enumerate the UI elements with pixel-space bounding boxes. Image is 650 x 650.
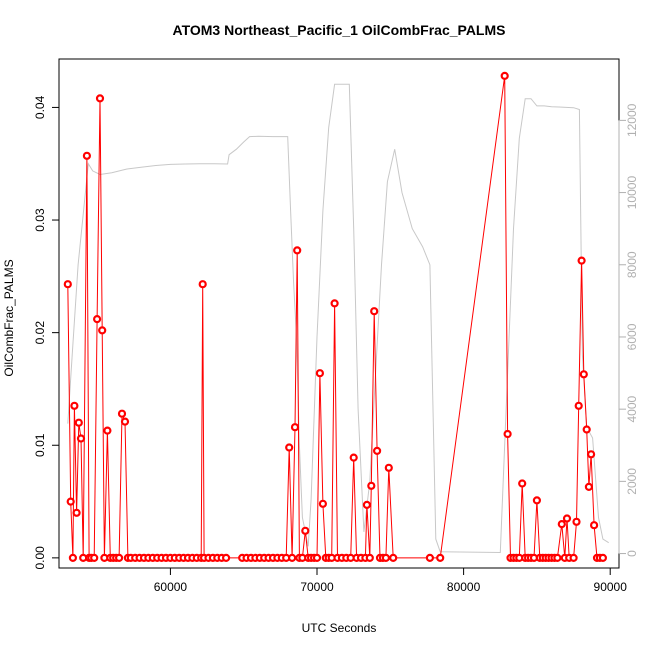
- data-point: [66, 497, 75, 506]
- secondary-series: [67, 83, 609, 554]
- data-point: [72, 508, 81, 517]
- data-point: [68, 553, 78, 563]
- data-point: [518, 479, 527, 488]
- data-point: [425, 553, 434, 563]
- data-point: [436, 553, 445, 563]
- data-point: [103, 426, 112, 435]
- data-point: [330, 299, 339, 308]
- y-tick-label: 0.00: [33, 546, 47, 570]
- primary-points: [63, 71, 608, 563]
- y-axis: 0.00 0.01 0.02 0.03 0.04: [33, 95, 60, 570]
- data-point: [82, 151, 92, 160]
- data-point: [98, 326, 107, 335]
- data-point: [384, 463, 393, 472]
- data-point: [577, 256, 586, 265]
- y-tick-label: 0.04: [33, 95, 47, 119]
- data-point: [589, 521, 599, 530]
- y2-tick-label: 10000: [625, 176, 639, 210]
- y-tick-label: 0.02: [33, 321, 47, 345]
- data-point: [293, 246, 302, 255]
- y2-tick-label: 2000: [625, 468, 639, 495]
- data-point: [579, 370, 588, 379]
- data-point: [598, 553, 608, 563]
- data-point: [557, 519, 566, 529]
- x-tick-label: 80000: [447, 580, 481, 594]
- data-point: [312, 553, 322, 563]
- data-point: [90, 553, 99, 563]
- data-point: [315, 369, 324, 378]
- data-point: [70, 401, 79, 410]
- y-tick-label: 0.01: [33, 433, 47, 457]
- data-point: [584, 482, 594, 491]
- data-point: [582, 425, 591, 434]
- data-point: [367, 481, 376, 490]
- data-point: [574, 401, 583, 410]
- data-point: [290, 423, 300, 432]
- y-axis-label: OilCombFrac_PALMS: [2, 259, 16, 376]
- data-point: [285, 443, 294, 452]
- data-point: [198, 280, 207, 289]
- data-point: [500, 71, 509, 81]
- data-point: [95, 94, 105, 103]
- data-point: [503, 429, 512, 439]
- data-point: [74, 418, 83, 427]
- data-point: [288, 553, 297, 563]
- y2-tick-label: 0: [625, 550, 639, 557]
- data-point: [318, 499, 327, 508]
- y2-tick-label: 12000: [625, 103, 639, 137]
- x-tick-label: 70000: [300, 580, 334, 594]
- data-point: [63, 280, 72, 289]
- data-point: [370, 307, 379, 316]
- data-point: [553, 553, 562, 563]
- data-point: [114, 553, 124, 563]
- chart-title: ATOM3 Northeast_Pacific_1 OilCombFrac_PA…: [173, 22, 506, 38]
- y-tick-label: 0.03: [33, 208, 47, 232]
- data-point: [562, 514, 572, 523]
- data-point: [76, 434, 86, 443]
- secondary-series-line: [67, 83, 609, 554]
- x-axis-label: UTC Seconds: [302, 621, 377, 635]
- data-point: [572, 517, 581, 526]
- data-point: [362, 500, 371, 509]
- x-tick-label: 90000: [594, 580, 628, 594]
- y2-tick-label: 4000: [625, 395, 639, 422]
- data-point: [117, 409, 127, 418]
- data-point: [120, 417, 130, 426]
- data-point: [365, 553, 374, 563]
- data-point: [349, 453, 358, 462]
- data-point: [381, 553, 390, 563]
- y2-tick-label: 8000: [625, 251, 639, 278]
- data-point: [569, 553, 578, 563]
- data-point: [532, 496, 542, 505]
- data-point: [389, 553, 398, 563]
- x-tick-label: 60000: [154, 580, 188, 594]
- x-axis: 60000 70000 80000 90000: [154, 567, 628, 594]
- data-point: [373, 446, 382, 455]
- data-point: [222, 553, 231, 563]
- secondary-y-axis: 0 2000 4000 6000 8000 10000 12000: [618, 103, 639, 557]
- data-point: [586, 450, 596, 459]
- data-point: [92, 315, 102, 324]
- y2-tick-label: 6000: [625, 323, 639, 350]
- data-point: [301, 526, 310, 535]
